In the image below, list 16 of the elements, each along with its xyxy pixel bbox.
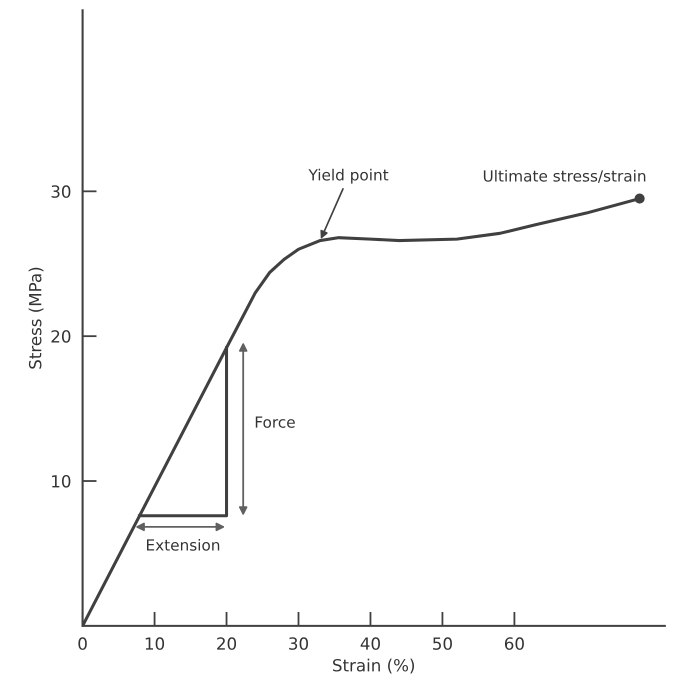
x-tick-label: 20 xyxy=(217,637,236,650)
y-tick-label: 10 xyxy=(52,474,70,488)
x-axis-title: Strain (%) xyxy=(333,658,414,674)
y-axis-title: Stress (MPa) xyxy=(28,268,44,369)
x-tick-label: 60 xyxy=(504,637,524,650)
x-tick-label: 10 xyxy=(146,637,164,650)
annotation: Force xyxy=(256,416,295,428)
y-tick-label: 30 xyxy=(52,185,70,198)
annotation: Ultimate stress/strain xyxy=(484,170,646,183)
x-tick-label: 0 xyxy=(78,637,87,650)
x-tick-label: 30 xyxy=(289,637,308,650)
y-tick-label: 20 xyxy=(51,330,70,343)
annotation: Extension xyxy=(146,538,220,551)
x-tick-label: 40 xyxy=(360,637,380,650)
annotation: Yield point xyxy=(308,168,388,184)
x-tick-label: 50 xyxy=(433,637,452,650)
